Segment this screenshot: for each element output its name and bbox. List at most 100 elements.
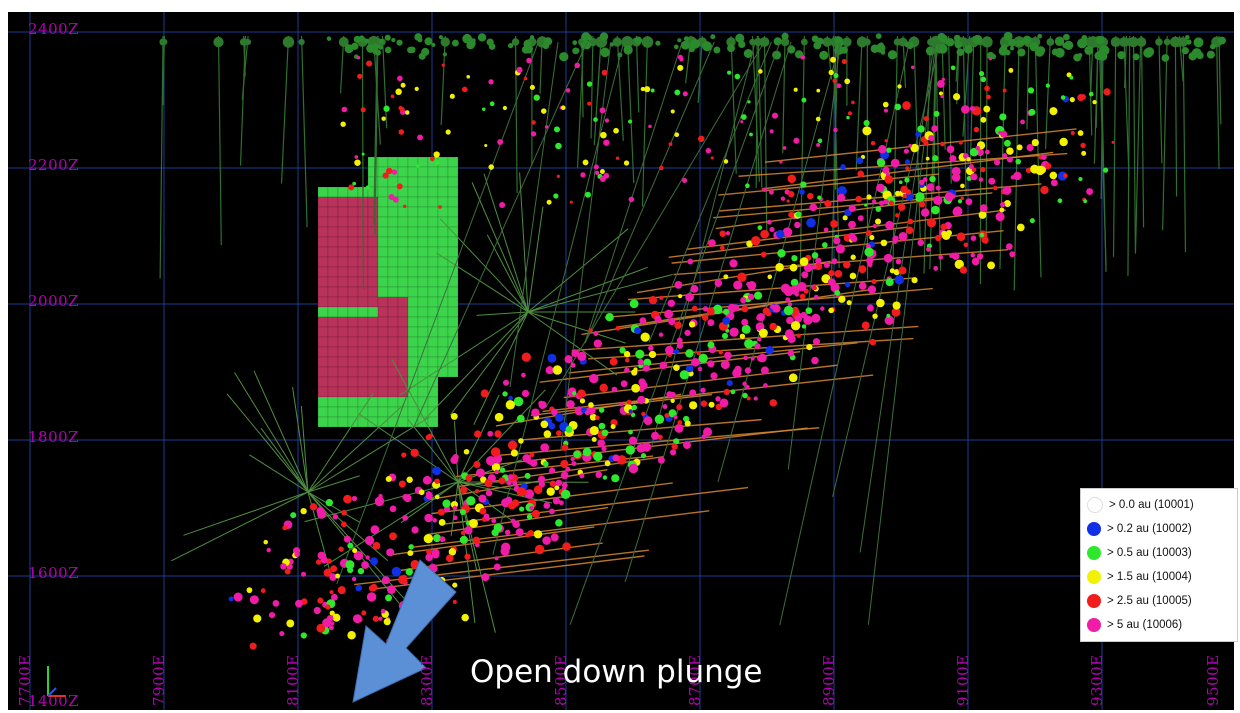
- assay-sample: [1063, 173, 1068, 178]
- collar-marker: [1188, 52, 1197, 61]
- assay-sample: [904, 159, 911, 165]
- fan-drillhole: [476, 311, 529, 316]
- assay-sample: [508, 395, 513, 401]
- assay-sample: [700, 400, 708, 407]
- block-model-cell: [337, 276, 349, 288]
- stope-line: [388, 526, 595, 556]
- block-model-cell: [337, 266, 349, 278]
- long-section-view: 2400Z 2200Z 2000Z 1800Z 1600Z 1400Z 7700…: [8, 12, 1234, 710]
- assay-sample: [776, 229, 785, 239]
- assay-sample: [430, 156, 435, 162]
- assay-sample: [885, 220, 894, 230]
- assay-sample: [460, 530, 466, 536]
- assay-sample: [631, 404, 638, 411]
- block-model-cell: [387, 236, 399, 248]
- assay-sample: [337, 586, 346, 595]
- assay-sample: [407, 550, 414, 557]
- assay-sample: [469, 518, 478, 528]
- block-model-cell: [357, 336, 369, 348]
- assay-sample: [861, 321, 870, 330]
- assay-sample: [542, 536, 551, 545]
- legend-label: > 0.0 au (10001): [1109, 499, 1194, 511]
- block-model-cell: [427, 406, 439, 418]
- assay-sample: [424, 513, 433, 523]
- assay-sample: [332, 514, 339, 520]
- assay-sample: [673, 348, 680, 355]
- assay-sample: [361, 561, 369, 569]
- assay-sample: [502, 391, 508, 397]
- assay-sample: [381, 576, 390, 585]
- assay-sample: [584, 191, 591, 198]
- assay-sample: [648, 345, 654, 351]
- stope-line: [413, 510, 710, 548]
- assay-sample: [758, 353, 767, 363]
- assay-sample: [919, 201, 926, 208]
- collar-marker: [759, 37, 770, 47]
- assay-sample: [439, 536, 446, 543]
- assay-sample: [1013, 171, 1022, 181]
- block-model-cell: [437, 316, 449, 328]
- assay-sample: [884, 174, 894, 184]
- block-model-cell: [327, 316, 339, 328]
- drillhole-trace: [280, 35, 290, 184]
- block-model-cell: [317, 406, 329, 418]
- assay-sample: [372, 615, 379, 622]
- block-model-cell: [437, 366, 449, 378]
- collar-marker: [1128, 36, 1139, 48]
- assay-sample: [715, 396, 721, 402]
- drillhole-trace: [626, 35, 635, 184]
- collar-marker: [710, 34, 716, 40]
- assay-sample: [587, 101, 592, 106]
- assay-sample: [898, 180, 903, 185]
- assay-sample: [482, 107, 486, 111]
- assay-sample: [676, 404, 683, 411]
- collar-marker: [344, 44, 354, 54]
- assay-sample: [670, 391, 676, 398]
- assay-sample: [902, 193, 907, 199]
- assay-sample: [300, 507, 307, 515]
- block-model-cell: [377, 286, 389, 298]
- assay-sample: [895, 258, 902, 265]
- block-model-cell: [337, 236, 349, 248]
- fan-drillhole: [234, 372, 309, 493]
- assay-sample: [1078, 176, 1083, 182]
- assay-sample: [905, 166, 910, 171]
- assay-sample: [403, 494, 412, 503]
- assay-sample: [876, 158, 886, 167]
- assay-sample: [1080, 94, 1086, 100]
- assay-sample: [1111, 140, 1115, 144]
- block-model-cell: [337, 346, 349, 358]
- assay-sample: [697, 366, 703, 372]
- stope-line: [604, 287, 933, 319]
- assay-sample: [679, 57, 684, 62]
- block-model-cell: [377, 396, 389, 408]
- assay-sample: [548, 422, 556, 430]
- assay-sample: [821, 242, 828, 248]
- block-model-cell: [337, 356, 349, 368]
- block-model-cell: [427, 356, 439, 368]
- assay-sample: [883, 108, 889, 113]
- assay-sample: [589, 373, 599, 384]
- collar-marker: [934, 43, 945, 54]
- block-model-cell: [377, 206, 389, 218]
- assay-sample: [330, 593, 338, 601]
- assay-sample: [760, 366, 769, 375]
- stope-line: [539, 350, 801, 383]
- assay-sample: [890, 158, 900, 168]
- block-model-cell: [427, 256, 439, 268]
- assay-sample: [960, 196, 965, 201]
- assay-sample: [788, 190, 795, 198]
- block-model-cell: [447, 296, 459, 308]
- assay-sample: [687, 258, 694, 265]
- assay-sample: [1003, 139, 1011, 147]
- assay-sample: [494, 556, 499, 561]
- assay-sample: [905, 226, 914, 235]
- block-model-cell: [397, 246, 409, 258]
- assay-sample: [478, 494, 487, 503]
- assay-sample: [1005, 243, 1013, 250]
- drillhole-trace: [1044, 35, 1052, 150]
- assay-sample: [814, 294, 819, 300]
- legend-item: > 2.5 au (10005): [1087, 589, 1237, 613]
- collar-marker: [1117, 51, 1126, 60]
- assay-sample: [503, 379, 510, 386]
